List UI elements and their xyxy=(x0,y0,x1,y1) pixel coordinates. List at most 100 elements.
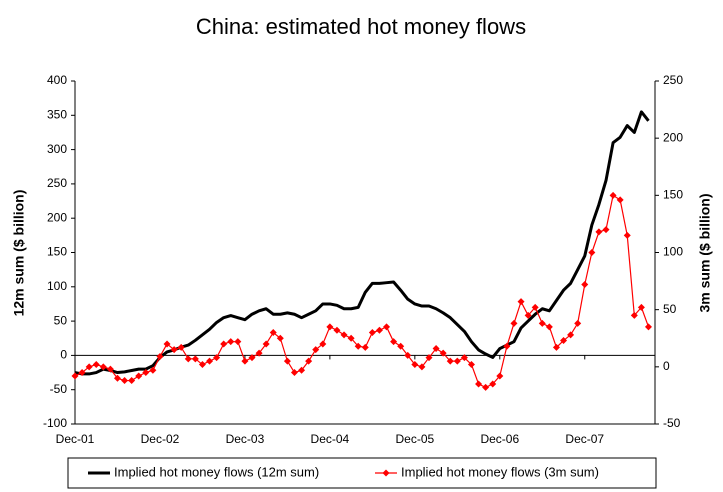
legend-marker xyxy=(382,469,390,477)
data-point xyxy=(354,342,362,350)
data-point xyxy=(560,337,568,345)
data-point xyxy=(227,338,235,346)
data-point xyxy=(340,331,348,339)
y2-axis-title: 3m sum ($ billion) xyxy=(697,193,713,312)
data-point xyxy=(191,355,199,363)
data-point xyxy=(425,354,433,362)
y2-tick-label: 50 xyxy=(663,302,677,316)
y-tick-label: 200 xyxy=(47,210,67,224)
y-tick-label: 250 xyxy=(47,176,67,190)
y-tick-label: 100 xyxy=(47,279,67,293)
data-point xyxy=(644,323,652,331)
data-point xyxy=(545,323,553,331)
data-point xyxy=(206,357,214,365)
data-point xyxy=(538,319,546,327)
data-point xyxy=(602,226,610,234)
data-point xyxy=(198,361,206,369)
x-tick-label: Dec-03 xyxy=(226,432,265,446)
legend-label: Implied hot money flows (12m sum) xyxy=(114,464,319,479)
x-tick-label: Dec-06 xyxy=(480,432,519,446)
data-point xyxy=(290,369,298,377)
data-point xyxy=(390,338,398,346)
data-point xyxy=(248,354,256,362)
x-tick-label: Dec-02 xyxy=(141,432,180,446)
y-tick-label: 50 xyxy=(54,313,68,327)
data-point xyxy=(269,329,277,337)
y-tick-label: 350 xyxy=(47,107,67,121)
data-point xyxy=(163,340,171,348)
data-point xyxy=(588,249,596,256)
y2-tick-label: 0 xyxy=(663,359,670,373)
legend-box xyxy=(67,457,657,489)
data-point xyxy=(616,196,624,204)
data-point xyxy=(99,363,107,371)
data-point xyxy=(220,340,228,348)
data-point xyxy=(298,366,306,374)
data-point xyxy=(411,361,419,369)
data-point xyxy=(503,342,511,350)
y2-tick-label: 100 xyxy=(663,245,683,259)
data-point xyxy=(496,372,504,380)
data-point xyxy=(623,231,631,239)
data-point xyxy=(482,383,490,391)
data-point xyxy=(418,363,426,371)
data-point xyxy=(368,329,376,337)
data-point xyxy=(326,323,334,331)
data-point xyxy=(149,366,157,374)
data-point xyxy=(170,346,178,354)
data-point xyxy=(234,338,242,346)
data-point xyxy=(361,343,369,351)
chart-title: China: estimated hot money flows xyxy=(196,14,526,39)
data-point xyxy=(347,334,355,342)
x-tick-label: Dec-01 xyxy=(56,432,95,446)
data-point xyxy=(177,343,185,351)
y-tick-label: 400 xyxy=(47,73,67,87)
data-point xyxy=(255,349,263,357)
data-point xyxy=(574,319,582,327)
data-point xyxy=(552,343,560,351)
data-point xyxy=(128,377,136,385)
data-point xyxy=(333,326,341,334)
data-point xyxy=(135,372,143,380)
data-point xyxy=(262,340,270,348)
data-point xyxy=(567,331,575,339)
data-point xyxy=(446,357,454,365)
y-tick-label: 0 xyxy=(60,348,67,362)
data-point xyxy=(397,342,405,350)
data-point xyxy=(319,340,327,348)
data-point xyxy=(241,357,249,365)
data-point xyxy=(375,326,383,334)
data-point xyxy=(312,346,320,354)
data-point xyxy=(489,380,497,388)
data-point xyxy=(637,303,645,311)
data-point xyxy=(630,311,638,319)
data-point xyxy=(106,365,114,373)
x-tick-label: Dec-04 xyxy=(311,432,350,446)
data-point xyxy=(121,377,129,385)
data-point xyxy=(609,191,617,199)
data-point xyxy=(276,334,284,342)
data-point xyxy=(404,351,412,359)
data-point xyxy=(460,354,468,362)
data-point xyxy=(475,380,483,388)
legend-label: Implied hot money flows (3m sum) xyxy=(401,464,599,479)
data-point xyxy=(156,353,164,361)
series-line xyxy=(74,110,650,376)
data-point xyxy=(305,357,313,365)
y-tick-label: -50 xyxy=(50,382,68,396)
data-point xyxy=(71,372,79,380)
data-point xyxy=(467,361,475,369)
data-point xyxy=(517,298,525,306)
data-point xyxy=(595,228,603,236)
y-tick-label: 150 xyxy=(47,245,67,259)
data-point xyxy=(383,323,391,331)
data-point xyxy=(184,355,192,363)
data-point xyxy=(432,345,440,353)
series-line xyxy=(74,194,650,389)
y-axis-title: 12m sum ($ billion) xyxy=(11,190,27,317)
data-point xyxy=(142,369,150,377)
data-point xyxy=(213,354,221,362)
data-point xyxy=(113,374,121,382)
